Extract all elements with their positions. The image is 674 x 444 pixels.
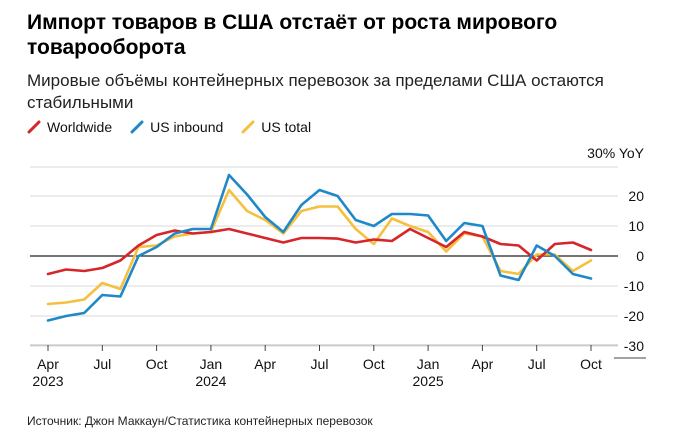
y-tick-label: 10 <box>628 218 644 234</box>
chart-subtitle: Мировые объёмы контейнерных перевозок за… <box>27 71 604 112</box>
source-note: Источник: Джон Маккаун/Статистика контей… <box>27 414 373 428</box>
y-tick-label: -10 <box>624 278 644 294</box>
series-line-us-inbound <box>46 173 593 322</box>
legend-label-us-total: US total <box>261 119 312 135</box>
x-tick-label: Oct <box>146 356 168 372</box>
legend-swatch-us-total <box>241 120 255 134</box>
x-tick-year-label: 2024 <box>195 373 226 389</box>
y-unit-label: 30% YoY <box>587 145 644 161</box>
legend-item-us-inbound: US inbound <box>130 119 223 135</box>
x-tick-label: Apr <box>472 356 494 372</box>
x-tick-year-label: 2023 <box>32 373 63 389</box>
x-tick-label: Jul <box>528 356 546 372</box>
series-line-worldwide <box>46 227 593 276</box>
y-tick-label: 0 <box>636 248 644 264</box>
x-tick-year-label: 2025 <box>413 373 444 389</box>
y-tick-label: 20 <box>628 188 644 204</box>
legend-label-worldwide: Worldwide <box>47 119 113 135</box>
legend-item-worldwide: Worldwide <box>27 119 112 135</box>
x-tick-label: Apr <box>254 356 276 372</box>
x-tick-label: Jan <box>200 356 223 372</box>
chart-title: Импорт товаров в США отстаёт от роста ми… <box>27 11 558 59</box>
y-tick-label: -30 <box>624 338 644 354</box>
x-tick-label: Oct <box>580 356 602 372</box>
x-tick-label: Jan <box>417 356 440 372</box>
x-tick-label: Jul <box>93 356 111 372</box>
x-tick-label: Oct <box>363 356 385 372</box>
y-tick-label: -20 <box>624 308 644 324</box>
legend: Worldwide US inbound US total <box>27 119 311 135</box>
x-tick-label: Jul <box>311 356 329 372</box>
legend-swatch-worldwide <box>27 120 41 134</box>
legend-label-us-inbound: US inbound <box>150 119 224 135</box>
legend-item-us-total: US total <box>241 119 311 135</box>
series-line-us-total <box>46 188 593 306</box>
x-tick-label: Apr <box>37 356 59 372</box>
legend-swatch-us-inbound <box>130 120 144 134</box>
